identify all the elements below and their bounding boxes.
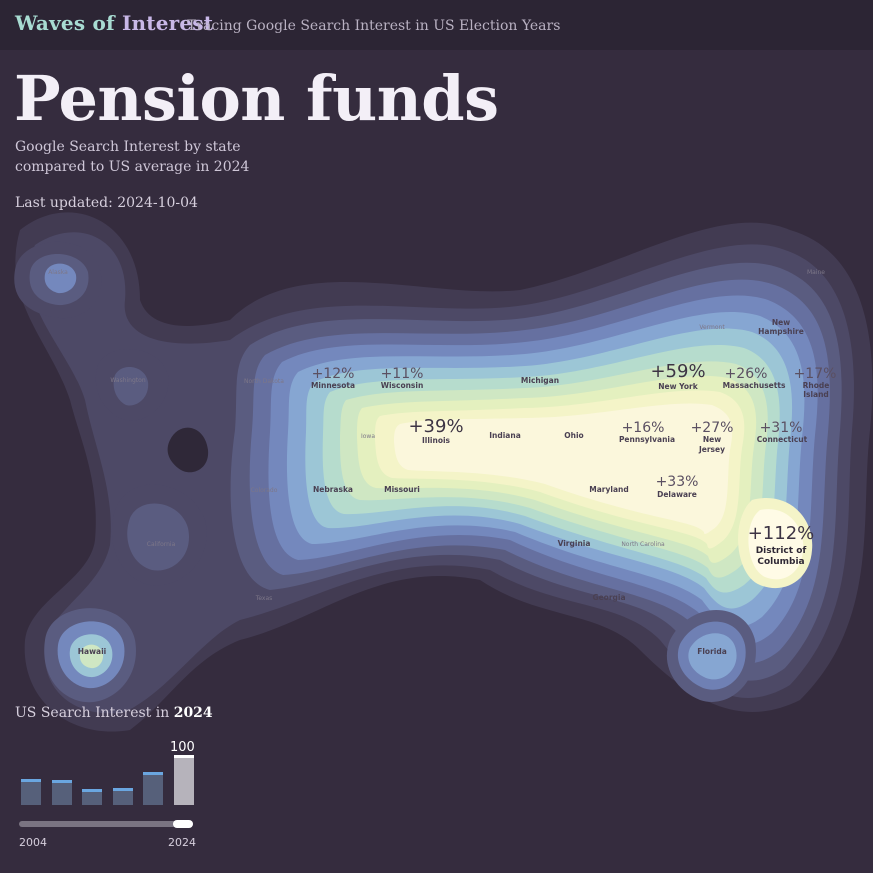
connecticut-pct: +31% — [760, 420, 803, 436]
brand-logo[interactable]: Waves of Interest — [15, 11, 213, 35]
chart-title: US Search Interest in 2024 — [15, 705, 213, 721]
active-bar-value: 100 — [170, 740, 195, 755]
nebraska-label: Nebraska — [313, 485, 353, 494]
minnesota-label: Minnesota — [311, 381, 355, 390]
dc-label-2: Columbia — [757, 557, 804, 567]
contour-dc-core — [748, 509, 804, 580]
north-carolina-label: North Carolina — [621, 541, 665, 548]
new-york-label: New York — [658, 382, 698, 391]
site-tagline: Tracing Google Search Interest in US Ele… — [187, 18, 561, 34]
slider-end-label: 2024 — [168, 836, 196, 849]
dc-pct: +112% — [748, 523, 815, 544]
new-jersey-label-1: New — [703, 435, 721, 444]
hawaii-label: Hawaii — [78, 647, 106, 656]
connecticut-label: Connecticut — [757, 435, 808, 444]
new-hampshire-label-2: Hampshire — [758, 327, 804, 336]
alaska-label: Alaska — [48, 269, 68, 276]
california-label: California — [147, 541, 176, 548]
chart-title-year: 2024 — [173, 705, 213, 721]
pennsylvania-pct: +16% — [622, 420, 665, 436]
contour-hawaii-4 — [79, 644, 104, 669]
florida-label: Florida — [697, 647, 727, 656]
michigan-label: Michigan — [521, 376, 559, 385]
year-slider-track[interactable] — [19, 821, 193, 827]
delaware-label: Delaware — [657, 490, 697, 499]
rhode-island-label-2: Island — [803, 390, 829, 399]
new-york-pct: +59% — [650, 361, 705, 382]
pennsylvania-label: Pennsylvania — [619, 435, 675, 444]
missouri-label: Missouri — [384, 485, 420, 494]
massachusetts-label: Massachusetts — [723, 381, 786, 390]
massachusetts-pct: +26% — [725, 366, 768, 382]
contour-washington-2 — [113, 366, 149, 406]
year-slider-thumb[interactable] — [173, 820, 193, 828]
year-bar-2004[interactable] — [21, 779, 41, 805]
chart-title-prefix: US Search Interest in — [15, 705, 174, 721]
delaware-pct: +33% — [656, 474, 699, 490]
maine-label: Maine — [807, 269, 825, 276]
year-bar-2024[interactable] — [173, 755, 194, 805]
texas-label: Texas — [255, 595, 273, 602]
brand-word-2: Interest — [121, 11, 214, 35]
iowa-label: Iowa — [361, 433, 375, 440]
map-labels: +12% Minnesota +11% Wisconsin +39% Illin… — [48, 269, 836, 656]
dc-label-1: District of — [756, 546, 807, 556]
colorado-label: Colorado — [251, 487, 278, 494]
north-dakota-label: North Dakota — [244, 378, 284, 385]
minnesota-pct: +12% — [312, 366, 355, 382]
vermont-label: Vermont — [699, 324, 725, 331]
last-updated: Last updated: 2024-10-04 — [15, 195, 198, 211]
ohio-label: Ohio — [564, 431, 583, 440]
brand-word-1: Waves of — [15, 11, 122, 35]
page-subtitle: Google Search Interest by state compared… — [15, 139, 250, 175]
maryland-label: Maryland — [589, 485, 628, 494]
contour-core — [394, 403, 733, 534]
virginia-label: Virginia — [558, 539, 591, 548]
wisconsin-label: Wisconsin — [381, 381, 424, 390]
rhode-island-pct: +17% — [794, 366, 837, 382]
rhode-island-label-1: Rhode — [803, 381, 830, 390]
new-hampshire-label-1: New — [772, 318, 790, 327]
contour-california-2 — [127, 503, 190, 571]
contour-nevada-hole — [167, 427, 209, 473]
illinois-label: Illinois — [422, 436, 451, 445]
new-jersey-pct: +27% — [691, 420, 734, 436]
page-title: Pension funds — [14, 62, 499, 135]
contour-florida-3 — [688, 633, 737, 680]
wisconsin-pct: +11% — [381, 366, 424, 382]
indiana-label: Indiana — [489, 431, 521, 440]
contour-alaska-3 — [44, 263, 77, 294]
year-bar-2012[interactable] — [82, 789, 102, 805]
year-bar-2020[interactable] — [143, 772, 163, 805]
slider-start-label: 2004 — [19, 836, 47, 849]
washington-label: Washington — [110, 377, 145, 384]
year-bar-2016[interactable] — [112, 788, 133, 805]
top-bar: Waves of Interest Tracing Google Search … — [0, 0, 873, 50]
illinois-pct: +39% — [408, 416, 463, 437]
year-bar-2008[interactable] — [51, 780, 72, 805]
heatmap-contours — [14, 212, 873, 732]
new-jersey-label-2: Jersey — [698, 445, 725, 454]
georgia-label: Georgia — [592, 593, 625, 602]
